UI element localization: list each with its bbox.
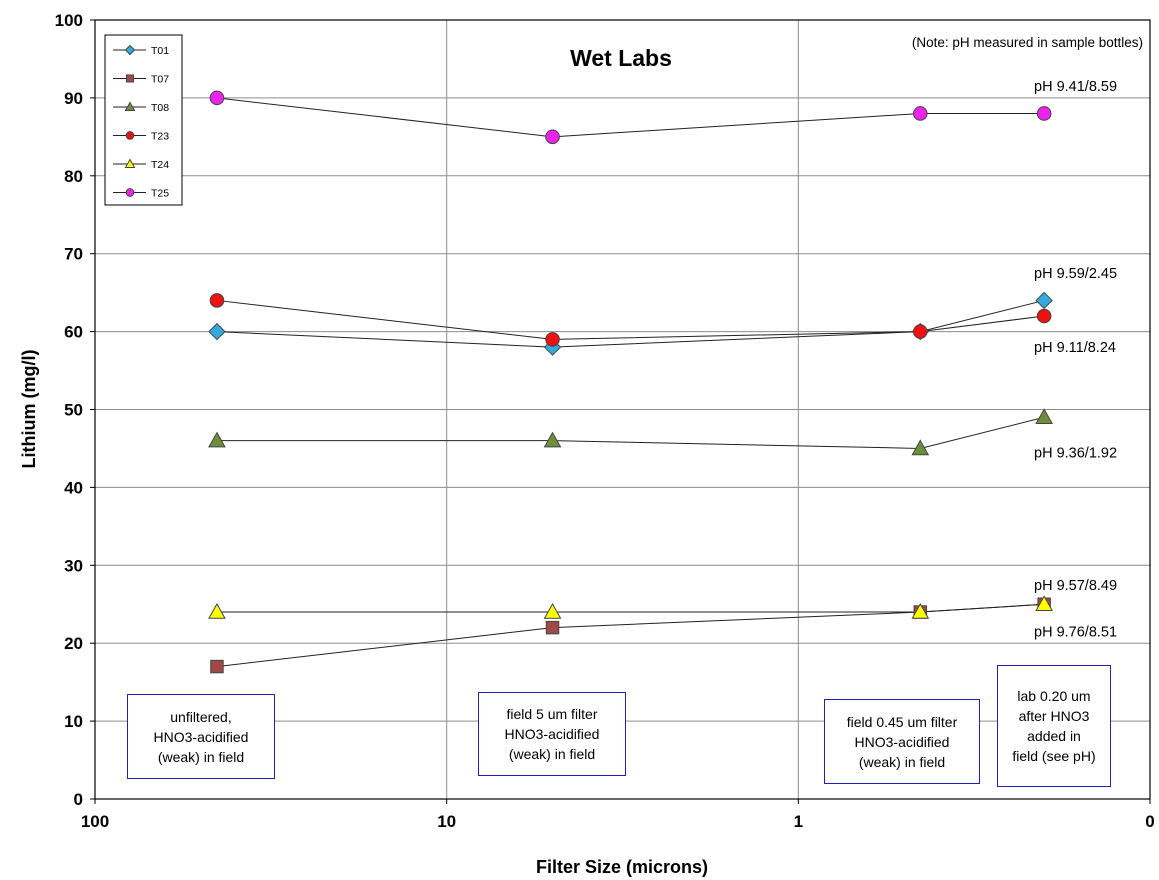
- data-point-t08: [1035, 408, 1053, 425]
- chart-title: Wet Labs: [570, 45, 672, 71]
- y-axis-title: Lithium (mg/l): [19, 350, 39, 469]
- x-tick-label: 0: [1145, 812, 1154, 831]
- data-point-t23: [545, 332, 560, 347]
- grid: [95, 20, 1150, 799]
- y-tick-label: 50: [64, 401, 83, 420]
- ph-label: pH 9.41/8.59: [1034, 79, 1117, 95]
- y-tick-label: 30: [64, 556, 83, 575]
- legend-marker-t07: [125, 74, 135, 83]
- data-point-t01: [208, 322, 226, 341]
- legend-marker-t23: [125, 131, 135, 140]
- legend-box: [104, 34, 183, 206]
- y-tick-label: 60: [64, 323, 83, 342]
- data-point-t25: [545, 129, 560, 145]
- y-tick-label: 20: [64, 634, 83, 653]
- series-lines: [216, 97, 1045, 668]
- x-tick-label: 10: [437, 812, 456, 831]
- ph-label: pH 9.36/1.92: [1034, 445, 1117, 461]
- data-point-t08: [911, 439, 930, 456]
- y-tick-label: 0: [74, 790, 83, 809]
- data-point-t07: [210, 659, 224, 674]
- data-point-t24: [208, 603, 226, 619]
- data-point-t24: [911, 603, 930, 619]
- y-tick-label: 90: [64, 89, 83, 108]
- legend-label: T25: [151, 188, 169, 200]
- data-point-t23: [209, 293, 225, 308]
- data-point-t25: [1036, 106, 1052, 121]
- data-point-t25: [209, 90, 225, 106]
- y-tick-label: 10: [64, 712, 83, 731]
- series-markers: [208, 90, 1053, 674]
- data-point-t25: [912, 106, 928, 121]
- data-point-t23: [912, 324, 928, 339]
- legend-marker-t24: [124, 158, 136, 169]
- legend-label: T08: [151, 102, 169, 114]
- legend-marker-t25: [125, 188, 135, 197]
- legend-label: T24: [151, 159, 169, 171]
- series-line-t25: [216, 97, 1045, 138]
- data-point-t07: [545, 620, 560, 635]
- legend-label: T01: [151, 45, 169, 57]
- axes: [90, 19, 1151, 804]
- ph-labels: pH 9.41/8.59 pH 9.59/2.45 pH 9.11/8.24 pH 9…: [1034, 79, 1117, 640]
- annotation-field-045um: field 0.45 um filter HNO3-acidified (wea…: [824, 699, 980, 784]
- series-line-t23: [216, 299, 1045, 340]
- series-line-t08: [216, 416, 1045, 449]
- annotation-unfiltered: unfiltered, HNO3-acidified (weak) in fie…: [127, 694, 275, 779]
- x-tick-label: 100: [81, 812, 109, 831]
- legend-marker-t08: [124, 101, 136, 112]
- y-tick-label: 100: [55, 11, 83, 30]
- y-tick-label: 80: [64, 167, 83, 186]
- x-tick-label: 1: [794, 812, 803, 831]
- legend-label: T07: [151, 74, 169, 86]
- data-point-t01: [1035, 291, 1053, 310]
- data-point-t23: [1036, 308, 1052, 324]
- data-point-t08: [543, 431, 562, 448]
- ph-label: pH 9.76/8.51: [1034, 625, 1117, 641]
- ph-label: pH 9.11/8.24: [1034, 340, 1116, 356]
- x-axis-title: Filter Size (microns): [536, 857, 708, 877]
- legend-marker-t01: [124, 44, 136, 56]
- annotation-field-5um: field 5 um filter HNO3-acidified (weak) …: [478, 692, 626, 776]
- ph-label: pH 9.57/8.49: [1034, 578, 1117, 594]
- series-line-t24: [216, 603, 1045, 613]
- plot-area-border: [94, 19, 1151, 800]
- y-tick-label: 40: [64, 478, 83, 497]
- legend-label: T23: [151, 131, 169, 143]
- ph-label: pH 9.59/2.45: [1034, 266, 1117, 282]
- data-point-t24: [543, 603, 562, 619]
- series-line-t01: [216, 299, 1045, 348]
- legend: T01 T07 T08 T23 T24 T25: [104, 34, 183, 206]
- data-point-t24: [1035, 595, 1053, 611]
- data-point-t08: [208, 431, 226, 448]
- chart-note: (Note: pH measured in sample bottles): [912, 35, 1143, 50]
- annotation-lab-020um: lab 0.20 um after HNO3 added in field (s…: [997, 665, 1111, 787]
- y-tick-label: 70: [64, 245, 83, 264]
